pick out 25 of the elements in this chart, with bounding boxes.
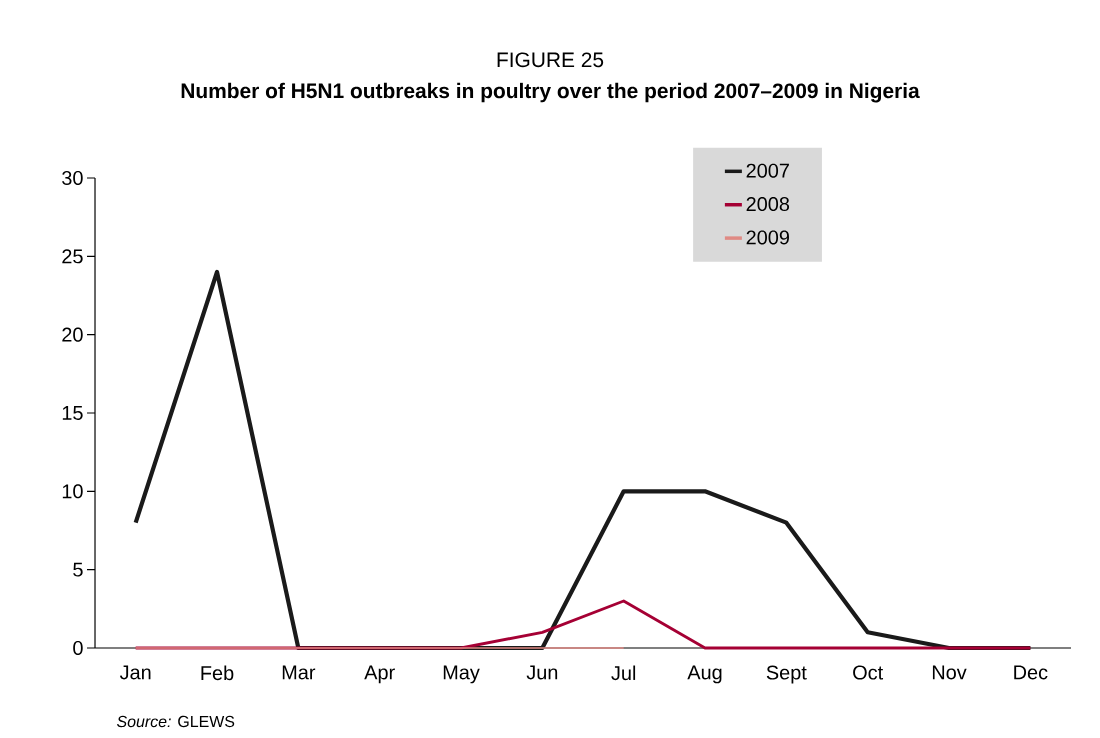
y-tick-label: 30 xyxy=(62,170,83,186)
y-tick-label: 20 xyxy=(62,327,83,342)
x-tick-label: Jan xyxy=(119,665,151,680)
x-tick-label: May xyxy=(443,665,480,684)
y-tick-label: 5 xyxy=(73,562,83,577)
x-tick-label: Nov xyxy=(932,665,967,680)
y-tick-label: 0 xyxy=(73,640,83,656)
x-tick-label: Apr xyxy=(364,665,395,684)
y-tick-label: 10 xyxy=(62,484,83,499)
y-tick-label: 25 xyxy=(62,249,83,264)
x-tick-label: Aug xyxy=(687,665,722,684)
chart-subtitle: Number of H5N1 outbreaks in poultry over the period 2007–2009 in Nigeria xyxy=(181,82,920,103)
chart-title: FIGURE 25 xyxy=(497,52,604,68)
y-tick-label: 15 xyxy=(62,406,83,420)
legend-label: 2007 xyxy=(746,163,789,178)
x-tick-label: Mar xyxy=(282,665,316,680)
x-tick-label: Jun xyxy=(526,665,558,680)
x-tick-label: Oct xyxy=(853,665,884,680)
text: Source: GLEWS xyxy=(116,715,235,728)
x-tick-label: Jul xyxy=(611,665,636,681)
x-tick-label: Sept xyxy=(766,665,807,684)
legend-label: 2008 xyxy=(746,197,790,212)
x-tick-label: Feb xyxy=(201,665,234,681)
legend-label: 2009 xyxy=(746,230,789,245)
x-tick-label: Dec xyxy=(1014,665,1048,680)
